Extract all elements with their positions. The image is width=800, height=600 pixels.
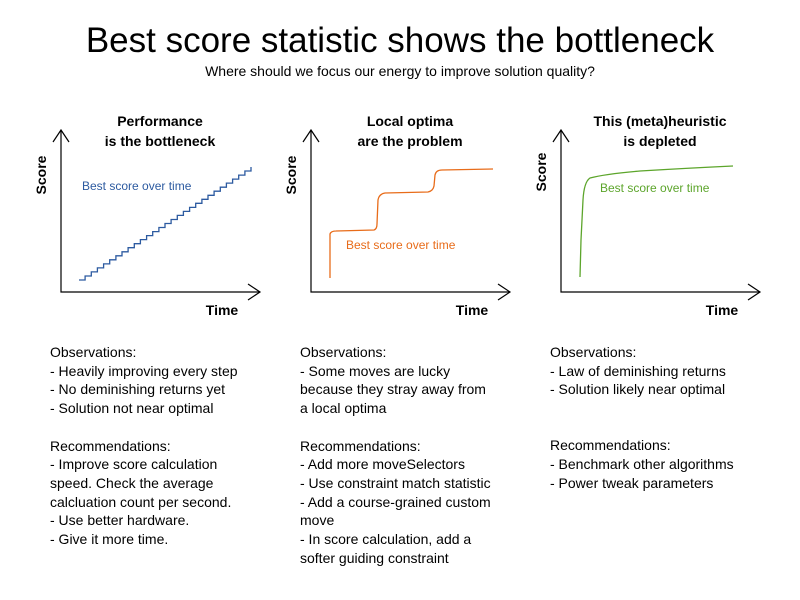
panel-2-recommendation-4: move (300, 512, 335, 529)
panel-2-recommendation-6: softer guiding constraint (300, 549, 449, 566)
panel-2-recommendation-1: - Add more moveSelectors (300, 456, 465, 473)
panel-1-axis-lines (60, 130, 260, 293)
panel-2-recommendations-heading: Recommendations: (300, 437, 421, 454)
panel-3-y-axis-label: Score (533, 152, 549, 191)
panel-2-x-axis-arrow (497, 283, 512, 301)
panel-1-title: Performance is the bottleneck (50, 111, 270, 151)
panel-1-observation-1: - Heavily improving every step (50, 362, 238, 379)
panel-3-observations-heading: Observations: (550, 344, 637, 360)
panel-1-series-label: Best score over time (82, 179, 192, 193)
panel-1-observation-3: - Solution not near optimal (50, 400, 214, 417)
panel-2-title-line-2: are the problem (357, 133, 463, 149)
panel-3-title-line-2: is depleted (623, 133, 697, 149)
panel-2-observation-3: a local optima (300, 400, 387, 417)
panel-2-observation-1: - Some moves are lucky (300, 362, 451, 379)
panel-2-title: Local optima are the problem (300, 111, 520, 151)
panel-1-y-axis-label: Score (33, 155, 49, 194)
panel-3-best-score-curve (579, 165, 734, 278)
panel-2-observation-2: because they stray away from (300, 381, 486, 398)
panel-2-notes: Observations: - Some moves are lucky bec… (300, 343, 530, 567)
panel-2-recommendation-2: - Use constraint match statistic (300, 474, 491, 491)
panel-2-observations-heading: Observations: (300, 344, 387, 360)
panel-3-recommendation-2: - Power tweak parameters (550, 474, 714, 491)
panel-2-y-axis-label: Score (283, 155, 299, 194)
panel-3-axes (552, 128, 762, 301)
panel-2-recommendation-3: - Add a course-grained custom (300, 493, 491, 510)
panel-1-title-line-2: is the bottleneck (104, 133, 216, 149)
panel-1-recommendation-5: - Give it more time. (50, 531, 169, 548)
panel-1-best-score-curve (79, 167, 252, 281)
panel-3-observation-1: - Law of deminishing returns (550, 362, 726, 379)
panel-3-recommendation-1: - Benchmark other algorithms (550, 456, 734, 473)
panel-1-recommendations-heading: Recommendations: (50, 437, 171, 454)
panel-1-recommendation-2: speed. Check the average (50, 474, 214, 491)
panel-1-recommendation-1: - Improve score calculation (50, 456, 218, 473)
panel-3-title-line-1: This (meta)heuristic (593, 113, 727, 129)
panel-1-notes: Observations: - Heavily improving every … (50, 343, 280, 549)
panel-1-x-axis-arrow (247, 283, 262, 301)
panel-1-axes (52, 128, 262, 301)
panel-3-x-axis-arrow (747, 283, 762, 301)
panel-1-observations-heading: Observations: (50, 344, 137, 360)
panel-1-observation-2: - No deminishing returns yet (50, 381, 226, 398)
panel-1-recommendation-4: - Use better hardware. (50, 512, 190, 529)
panel-3-notes: Observations: - Law of deminishing retur… (550, 343, 780, 493)
panel-3-recommendations-heading: Recommendations: (550, 437, 671, 454)
panel-2-recommendation-5: - In score calculation, add a (300, 531, 472, 548)
panel-2-x-axis-label: Time (456, 302, 489, 318)
panel-3-title: This (meta)heuristic is depleted (550, 111, 770, 151)
panel-2-axes (302, 128, 512, 301)
page-subtitle: Where should we focus our energy to impr… (205, 63, 595, 79)
panel-1-title-line-1: Performance (117, 113, 203, 129)
panel-2-axis-lines (310, 130, 510, 293)
panel-1-recommendation-3: calcluation count per second. (50, 493, 232, 510)
panel-3-x-axis-label: Time (706, 302, 739, 318)
panel-3-axis-lines (560, 130, 760, 293)
panel-3-observation-2: - Solution likely near optimal (550, 381, 726, 398)
panel-1-x-axis-label: Time (206, 302, 239, 318)
panel-2-title-line-1: Local optima (366, 113, 454, 129)
panel-2-best-score-curve (329, 168, 494, 278)
panel-2-series-label: Best score over time (346, 238, 456, 252)
panel-3-series-label: Best score over time (600, 181, 710, 195)
page-title: Best score statistic shows the bottlenec… (85, 21, 715, 60)
